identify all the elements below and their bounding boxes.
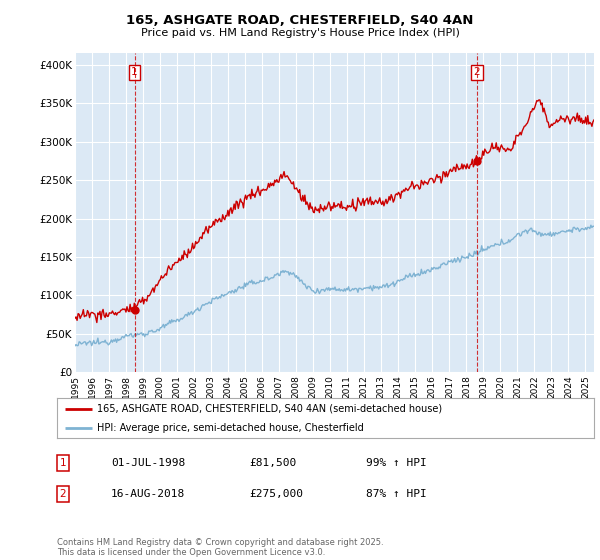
Text: 165, ASHGATE ROAD, CHESTERFIELD, S40 4AN: 165, ASHGATE ROAD, CHESTERFIELD, S40 4AN [127, 14, 473, 27]
Text: HPI: Average price, semi-detached house, Chesterfield: HPI: Average price, semi-detached house,… [97, 423, 364, 433]
Text: 87% ↑ HPI: 87% ↑ HPI [366, 489, 427, 499]
Text: £81,500: £81,500 [249, 458, 296, 468]
Text: 1: 1 [131, 67, 138, 77]
Text: 16-AUG-2018: 16-AUG-2018 [111, 489, 185, 499]
Text: 2: 2 [59, 489, 67, 499]
Text: Contains HM Land Registry data © Crown copyright and database right 2025.
This d: Contains HM Land Registry data © Crown c… [57, 538, 383, 557]
Text: 2: 2 [473, 67, 480, 77]
Text: 165, ASHGATE ROAD, CHESTERFIELD, S40 4AN (semi-detached house): 165, ASHGATE ROAD, CHESTERFIELD, S40 4AN… [97, 404, 442, 414]
Text: Price paid vs. HM Land Registry's House Price Index (HPI): Price paid vs. HM Land Registry's House … [140, 28, 460, 38]
Text: 1: 1 [59, 458, 67, 468]
Text: 01-JUL-1998: 01-JUL-1998 [111, 458, 185, 468]
Text: £275,000: £275,000 [249, 489, 303, 499]
Text: 99% ↑ HPI: 99% ↑ HPI [366, 458, 427, 468]
